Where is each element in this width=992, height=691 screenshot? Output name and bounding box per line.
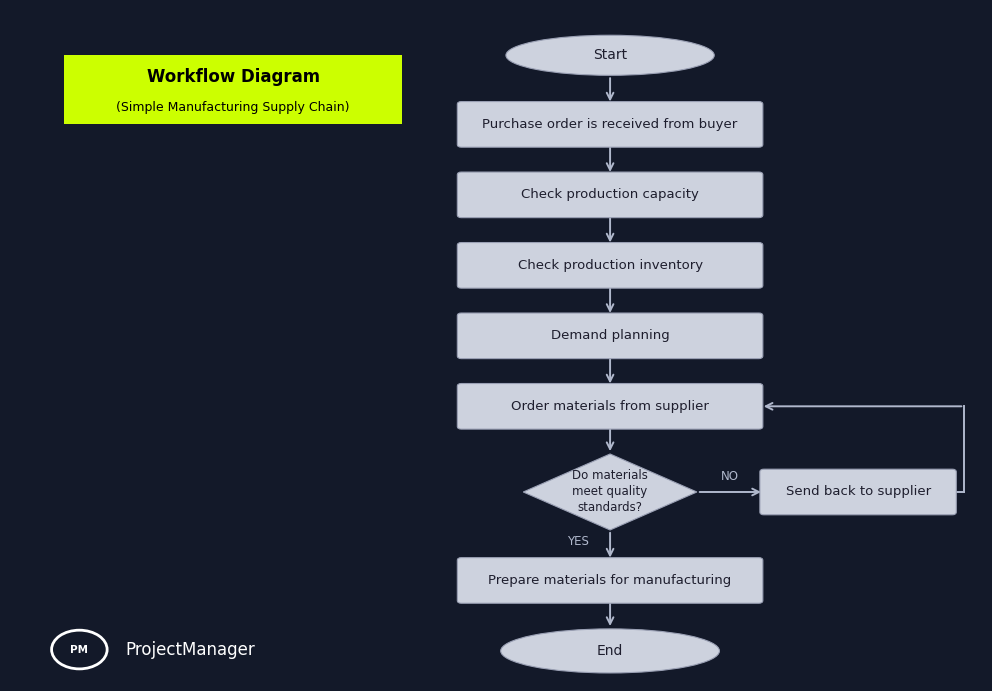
FancyBboxPatch shape [457, 558, 763, 603]
Text: Workflow Diagram: Workflow Diagram [147, 68, 319, 86]
Text: NO: NO [721, 471, 739, 483]
Ellipse shape [506, 35, 714, 75]
Text: Prepare materials for manufacturing: Prepare materials for manufacturing [488, 574, 732, 587]
Text: Demand planning: Demand planning [551, 330, 670, 342]
FancyBboxPatch shape [457, 243, 763, 288]
Polygon shape [524, 454, 696, 530]
Text: Order materials from supplier: Order materials from supplier [511, 400, 709, 413]
FancyBboxPatch shape [457, 384, 763, 429]
Text: End: End [597, 644, 623, 658]
Text: YES: YES [567, 536, 589, 548]
FancyBboxPatch shape [457, 172, 763, 218]
Text: Purchase order is received from buyer: Purchase order is received from buyer [482, 118, 738, 131]
Text: Check production capacity: Check production capacity [521, 189, 699, 201]
Text: Send back to supplier: Send back to supplier [786, 486, 930, 498]
FancyBboxPatch shape [457, 102, 763, 147]
Text: Do materials
meet quality
standards?: Do materials meet quality standards? [572, 469, 648, 515]
FancyBboxPatch shape [457, 313, 763, 359]
FancyBboxPatch shape [760, 469, 956, 515]
Ellipse shape [501, 629, 719, 673]
Text: ProjectManager: ProjectManager [125, 641, 255, 659]
Text: PM: PM [70, 645, 88, 654]
FancyBboxPatch shape [64, 55, 402, 124]
Text: Check production inventory: Check production inventory [518, 259, 702, 272]
Text: Start: Start [593, 48, 627, 62]
Text: (Simple Manufacturing Supply Chain): (Simple Manufacturing Supply Chain) [116, 101, 350, 113]
